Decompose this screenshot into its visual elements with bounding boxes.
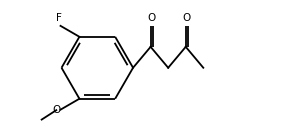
Text: O: O xyxy=(183,13,191,23)
Text: O: O xyxy=(52,105,60,115)
Text: F: F xyxy=(56,13,61,23)
Text: O: O xyxy=(148,13,156,23)
